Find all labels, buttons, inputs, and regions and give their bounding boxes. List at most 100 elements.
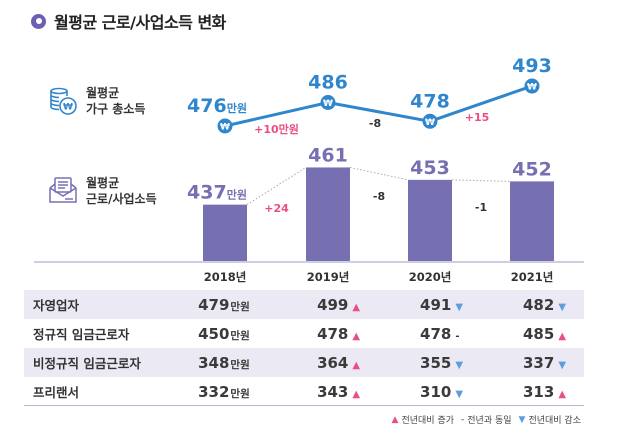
line-change-label-2: +15 [465,111,490,124]
table-row: 비정규직 임금근로자 348 만원 364 ▲ 355 ▼ 337 ▼ [24,348,584,377]
line-chart: ₩ ₩ ₩ ₩476만원 486 478 493 +10만원 -8 +15 [187,55,552,136]
chart-title-block: 월평균 근로/사업소득 변화 [31,9,226,33]
cell-2018: 450 만원 [198,324,250,343]
cell-2020: 491 ▼ [420,295,464,314]
increase-arrow-icon: ▲ [558,388,567,400]
unit-label: 만원 [230,329,250,342]
cell-2019: 478 ▲ [317,324,361,343]
no-change-dash-icon: - [461,414,465,425]
x-tick-label-3: 2021년 [511,270,554,284]
won-marker-icon: ₩ [425,118,435,128]
line-series [224,84,533,128]
line-change-label-1: -8 [369,117,381,130]
table-row: 정규직 임금근로자 450 만원 478 ▲ 478- 485 ▲ [24,319,584,348]
line-point-3 [524,78,540,94]
decrease-arrow-icon: ▼ [455,388,464,400]
table-bottom-line [24,405,584,406]
legend-increase: 전년대비 증가 [401,416,455,426]
increase-arrow-icon: ▲ [391,414,399,425]
x-tick-label-1: 2019년 [307,270,350,284]
line-value-label-1: 486 [308,72,348,94]
bar-change-label-0: +24 [264,202,289,215]
bar-value-label-1: 461 [308,144,348,166]
decrease-arrow-icon: ▼ [455,301,464,313]
household-label-line2: 가구 총소득 [86,102,146,116]
legend: ▲ 전년대비 증가 - 전년과 동일 ▼ 전년대비 감소 [391,413,584,427]
cell-2021: 337 ▼ [523,353,567,372]
labor-label-line2: 근로/사업소득 [86,192,157,206]
x-tick-label-0: 2018년 [204,270,247,284]
increase-arrow-icon: ▲ [352,388,361,400]
household-label-line1: 월평균 [86,86,120,100]
income-by-worker-type-table: 자영업자 479 만원 499 ▲ 491 ▼ 482 ▼ 정규직 임금근로자 450 만원 478 ▲ 4… [24,290,584,406]
cell-2021: 485 ▲ [523,324,567,343]
bar-chart: 437만원 461 453 452 +24 -8 -1 [187,144,554,262]
cell-2019: 364 ▲ [317,353,361,372]
coins-won-icon: ₩ [50,87,77,115]
line-value-label-3: 493 [512,55,552,77]
cell-2020: 478- [420,324,460,343]
won-marker-icon: ₩ [527,83,537,93]
labor-income-label: 월평균 근로/사업소득 [48,175,157,207]
no-change-dash-icon: - [455,330,460,342]
cell-2020: 355 ▼ [420,353,464,372]
chart-title: 월평균 근로/사업소득 변화 [54,13,226,32]
bar-value-label-3: 452 [512,158,552,180]
envelope-letter-icon [49,177,77,203]
bar-connector-1 [349,166,409,181]
line-point-2 [422,113,438,129]
unit-label: 만원 [230,300,250,313]
line-change-label-0: +10만원 [254,122,299,136]
cell-2021: 482 ▼ [523,295,567,314]
x-axis-labels: 2018년 2019년 2020년 2021년 [204,270,554,284]
legend-no-change: 전년과 동일 [467,416,512,426]
row-label: 프리랜서 [33,385,80,400]
increase-arrow-icon: ▲ [352,301,361,313]
cell-2018: 348 만원 [198,353,250,372]
labor-label-line1: 월평균 [86,176,120,190]
cell-2020: 310 ▼ [420,382,464,401]
bar-value-label-0: 437만원 [187,182,247,204]
income-charts: 437만원 461 453 452 +24 -8 -1 ₩ ₩ ₩ ₩476만원 486 478 493… [34,55,584,284]
line-point-0 [217,118,233,134]
x-tick-label-2: 2020년 [409,270,452,284]
increase-arrow-icon: ▲ [352,359,361,371]
won-marker-icon: ₩ [220,123,230,133]
bar-3 [510,181,554,262]
svg-text:₩: ₩ [63,103,73,113]
row-label: 정규직 임금근로자 [33,327,130,342]
line-point-1 [320,95,336,110]
decrease-arrow-icon: ▼ [455,359,464,371]
decrease-arrow-icon: ▼ [558,301,567,313]
legend-decrease: 전년대비 감소 [528,416,581,426]
increase-arrow-icon: ▲ [558,330,567,342]
increase-arrow-icon: ▲ [352,330,361,342]
bar-connector-2 [451,179,511,182]
cell-2021: 313 ▲ [523,382,567,401]
row-label: 비정규직 임금근로자 [33,356,141,371]
decrease-arrow-icon: ▼ [518,414,526,425]
cell-2019: 343 ▲ [317,382,361,401]
bar-0 [203,204,247,262]
line-value-label-2: 478 [410,90,450,112]
bar-value-label-2: 453 [410,157,450,179]
unit-label: 만원 [230,387,250,400]
bar-connector-0 [246,167,307,206]
household-income-label: ₩ 월평균 가구 총소득 [48,85,145,117]
row-label: 자영업자 [33,298,80,313]
table-row: 자영업자 479 만원 499 ▲ 491 ▼ 482 ▼ [24,290,584,319]
bar-value-unit: 만원 [227,188,247,202]
decrease-arrow-icon: ▼ [558,359,567,371]
won-marker-icon: ₩ [323,99,333,109]
cell-2018: 332 만원 [198,382,250,401]
line-value-label-0: 476만원 [187,95,247,117]
line-value-unit: 만원 [227,101,247,115]
table-row: 프리랜서 332 만원 343 ▲ 310 ▼ 313 ▲ [24,377,584,406]
cell-2018: 479 만원 [198,295,250,314]
cell-2019: 499 ▲ [317,295,361,314]
bar-change-label-2: -1 [475,201,487,214]
bar-2 [408,179,452,262]
unit-label: 만원 [230,358,250,371]
bar-1 [306,167,350,262]
bar-change-label-1: -8 [373,190,385,203]
